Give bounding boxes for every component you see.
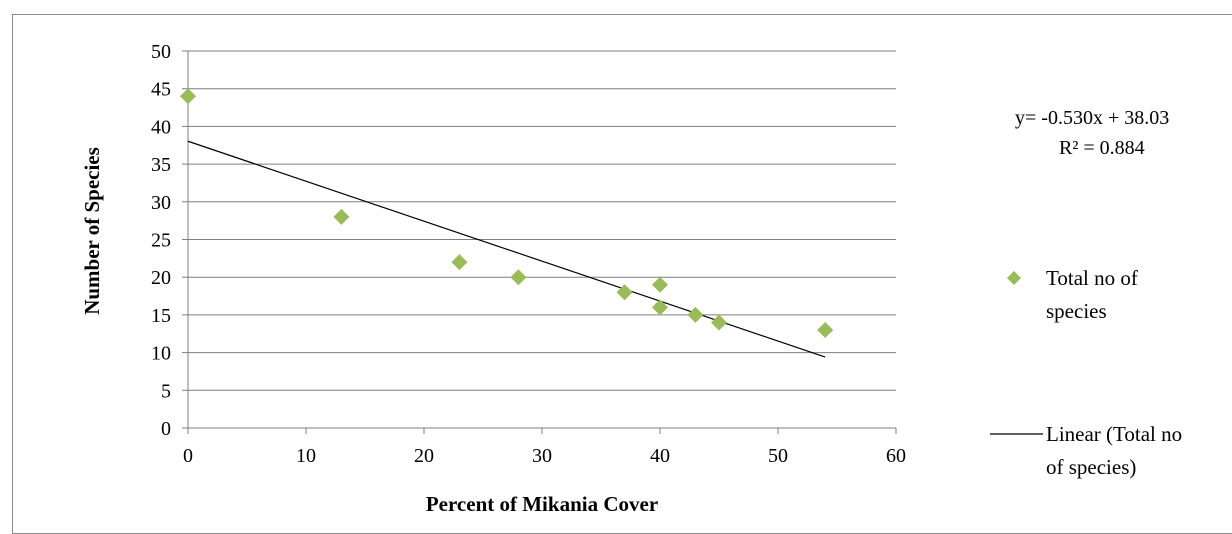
legend-label-series-cont: species — [1046, 299, 1107, 323]
trendline — [187, 140, 826, 358]
x-tick-label-20: 20 — [414, 445, 434, 467]
y-tick-label-15: 15 — [151, 305, 171, 327]
data-point-4 — [616, 284, 633, 301]
y-tick-label-35: 35 — [151, 154, 171, 176]
y-tick-label-45: 45 — [151, 79, 171, 101]
r-squared-label: R² = 0.884 — [1059, 137, 1145, 159]
trendline-line — [187, 140, 826, 358]
chart-frame — [12, 14, 1232, 534]
data-point-7 — [687, 306, 704, 323]
y-tick-label-5: 5 — [161, 380, 171, 402]
x-tick-label-0: 0 — [183, 445, 193, 467]
scatter-chart: 0 5 10 15 20 25 30 35 40 45 50 0 10 20 30 40 50 60 Numbe… — [80, 41, 1182, 516]
y-tick-label-0: 0 — [161, 418, 171, 440]
y-tick-label-50: 50 — [151, 41, 171, 63]
data-point-6 — [652, 299, 668, 316]
x-tick-label-50: 50 — [768, 445, 788, 467]
data-points — [180, 88, 834, 338]
y-tick-label-10: 10 — [151, 343, 171, 365]
x-tick-label-40: 40 — [650, 445, 670, 467]
x-tick-label-30: 30 — [532, 445, 552, 467]
y-tick-label-40: 40 — [151, 116, 171, 138]
legend-label-trendline-cont: of species) — [1046, 455, 1136, 479]
gridlines — [182, 50, 896, 429]
x-axis-title: Percent of Mikania Cover — [426, 492, 658, 516]
x-tick-label-10: 10 — [296, 445, 316, 467]
data-point-0 — [180, 88, 196, 105]
y-tick-labels: 0 5 10 15 20 25 30 35 40 45 50 — [151, 41, 171, 440]
legend-label-series: Total no of — [1046, 266, 1138, 290]
y-tick-label-25: 25 — [151, 230, 171, 252]
legend: Total no of species Linear (Total no of … — [990, 266, 1182, 479]
trendline-equation: y= -0.530x + 38.03 — [1015, 107, 1169, 129]
y-tick-label-30: 30 — [151, 192, 171, 214]
data-point-1 — [333, 208, 350, 225]
x-tick-labels: 0 10 20 30 40 50 60 — [183, 445, 906, 467]
y-tick-label-20: 20 — [151, 267, 171, 289]
y-axis-title: Number of Species — [80, 147, 104, 315]
data-point-3 — [510, 269, 527, 286]
data-point-8 — [711, 314, 727, 331]
axes — [187, 51, 897, 434]
legend-marker-diamond — [1007, 271, 1021, 285]
x-tick-label-60: 60 — [886, 445, 906, 467]
data-point-2 — [451, 254, 468, 271]
data-point-5 — [652, 276, 668, 293]
legend-label-trendline: Linear (Total no — [1046, 422, 1182, 446]
data-point-9 — [817, 321, 834, 338]
